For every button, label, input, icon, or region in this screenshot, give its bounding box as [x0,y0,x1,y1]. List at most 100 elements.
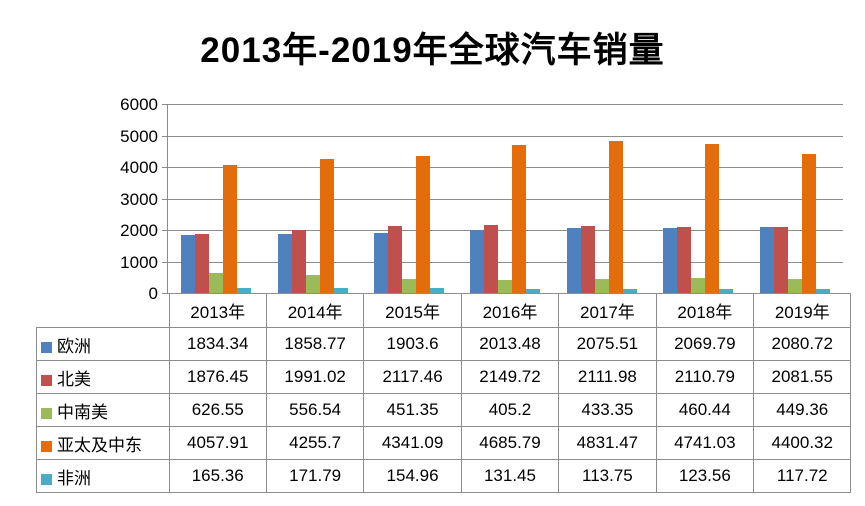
bar-africa [430,288,445,293]
bar-africa [237,288,252,293]
bar-asia-pacific-middle-east [512,145,527,293]
legend-swatch-europe [41,341,52,353]
value-cell: 556.54 [265,393,365,427]
year-header-cell: 2014年 [265,293,365,328]
value-cell: 626.55 [168,393,267,427]
series-name-cell: 欧洲 [36,327,170,361]
gridline [168,167,843,168]
value-cell: 451.35 [363,393,462,427]
y-axis-label: 2000 [120,221,158,240]
y-axis-tick [162,261,167,263]
y-axis-label: 4000 [120,158,158,177]
bar-europe [470,230,485,293]
value-cell: 2069.79 [655,327,755,361]
chart-title: 2013年-2019年全球汽车销量 [200,31,665,70]
value-cell: 1991.02 [265,360,365,394]
series-name-label: 亚太及中东 [57,435,142,455]
plot-area [168,104,843,294]
bar-central-south-america [691,278,706,293]
bar-africa [719,289,734,293]
bar-group-2015年 [361,104,457,293]
series-name-label: 北美 [57,369,91,389]
y-axis-label: 1000 [120,252,158,272]
value-cell: 131.45 [460,459,560,493]
value-cell: 4341.09 [363,426,462,460]
bar-europe [277,234,292,293]
bar-group-2018年 [650,104,746,293]
legend-swatch-central-south-america [41,407,52,419]
bar-europe [374,233,389,293]
value-cell: 1876.45 [168,360,267,394]
bar-europe [663,228,678,293]
value-cell: 4400.32 [753,426,852,460]
legend-swatch-africa [41,473,52,485]
y-axis-tick [162,167,167,168]
bar-group-2014年 [264,104,360,293]
y-axis-label: 5000 [120,126,158,146]
bar-africa [333,288,348,293]
bar-group-2019年 [747,104,843,293]
year-header-cell: 2018年 [655,293,755,328]
value-cell: 2117.46 [363,360,462,394]
value-cell: 2149.72 [460,360,560,394]
bar-group-2016年 [457,104,553,293]
bar-central-south-america [209,273,224,293]
value-cell: 2075.51 [558,327,657,361]
value-cell: 4831.47 [558,426,657,460]
bar-north-america [580,226,595,293]
value-cell: 1903.6 [363,327,462,361]
bar-north-america [388,226,403,293]
bar-central-south-america [498,280,513,293]
value-cell: 433.35 [558,393,657,427]
bar-asia-pacific-middle-east [801,154,816,293]
year-header-cell: 2015年 [363,293,462,328]
value-cell: 1834.34 [168,327,267,361]
bar-europe [759,227,774,293]
bar-central-south-america [787,279,802,293]
series-name-label: 非洲 [57,468,91,488]
value-cell: 4741.03 [655,426,755,460]
legend-swatch-north-america [41,374,52,386]
y-axis-line [167,104,168,294]
table-row-europe: 欧洲 1834.34 1858.77 1903.6 2013.48 2075.51 2069… [36,327,852,361]
bar-north-america [195,234,210,293]
gridline [168,261,843,263]
bar-north-america [773,227,788,293]
gridline [168,104,843,105]
value-cell: 4685.79 [460,426,560,460]
legend-swatch-asia-pacific-middle-east [41,440,52,452]
value-cell: 4057.91 [168,426,267,460]
bar-asia-pacific-middle-east [705,144,720,293]
series-name-cell: 中南美 [36,393,170,427]
value-cell: 2110.79 [655,360,755,394]
series-name-cell: 亚太及中东 [36,426,170,460]
value-cell: 460.44 [655,393,755,427]
value-cell: 405.2 [460,393,560,427]
value-cell: 2013.48 [460,327,560,361]
bar-central-south-america [305,275,320,293]
bar-africa [526,289,541,293]
table-row-asia-pacific-middle-east: 亚太及中东 4057.91 4255.7 4341.09 4685.79 4831.47 4… [36,426,852,460]
table-row-africa: 非洲 165.36 171.79 154.96 131.45 113.75 123.56 11… [36,459,852,493]
year-header-row: 2013年 2014年 2015年 2016年 2017年 2018年 2019年 [37,293,852,328]
bar-north-america [291,230,306,293]
y-axis-label: 0 [148,284,158,303]
value-cell: 154.96 [363,459,462,493]
value-cell: 117.72 [753,459,852,493]
value-cell: 165.36 [168,459,267,493]
series-name-cell: 非洲 [36,459,170,493]
y-axis-tick [162,104,167,105]
data-table: 2013年 2014年 2015年 2016年 2017年 2018年 2019年 欧洲 183… [36,293,852,493]
bar-asia-pacific-middle-east [319,159,334,293]
value-cell: 171.79 [265,459,365,493]
y-axis-tick [162,135,167,137]
bar-europe [181,235,196,293]
year-header-cell: 2016年 [460,293,560,328]
series-name-label: 中南美 [57,402,108,422]
year-header-cell: 2019年 [753,293,852,328]
series-name-cell: 北美 [36,360,170,394]
bar-group-2017年 [554,104,650,293]
gridline [168,198,843,200]
bar-central-south-america [594,279,609,293]
